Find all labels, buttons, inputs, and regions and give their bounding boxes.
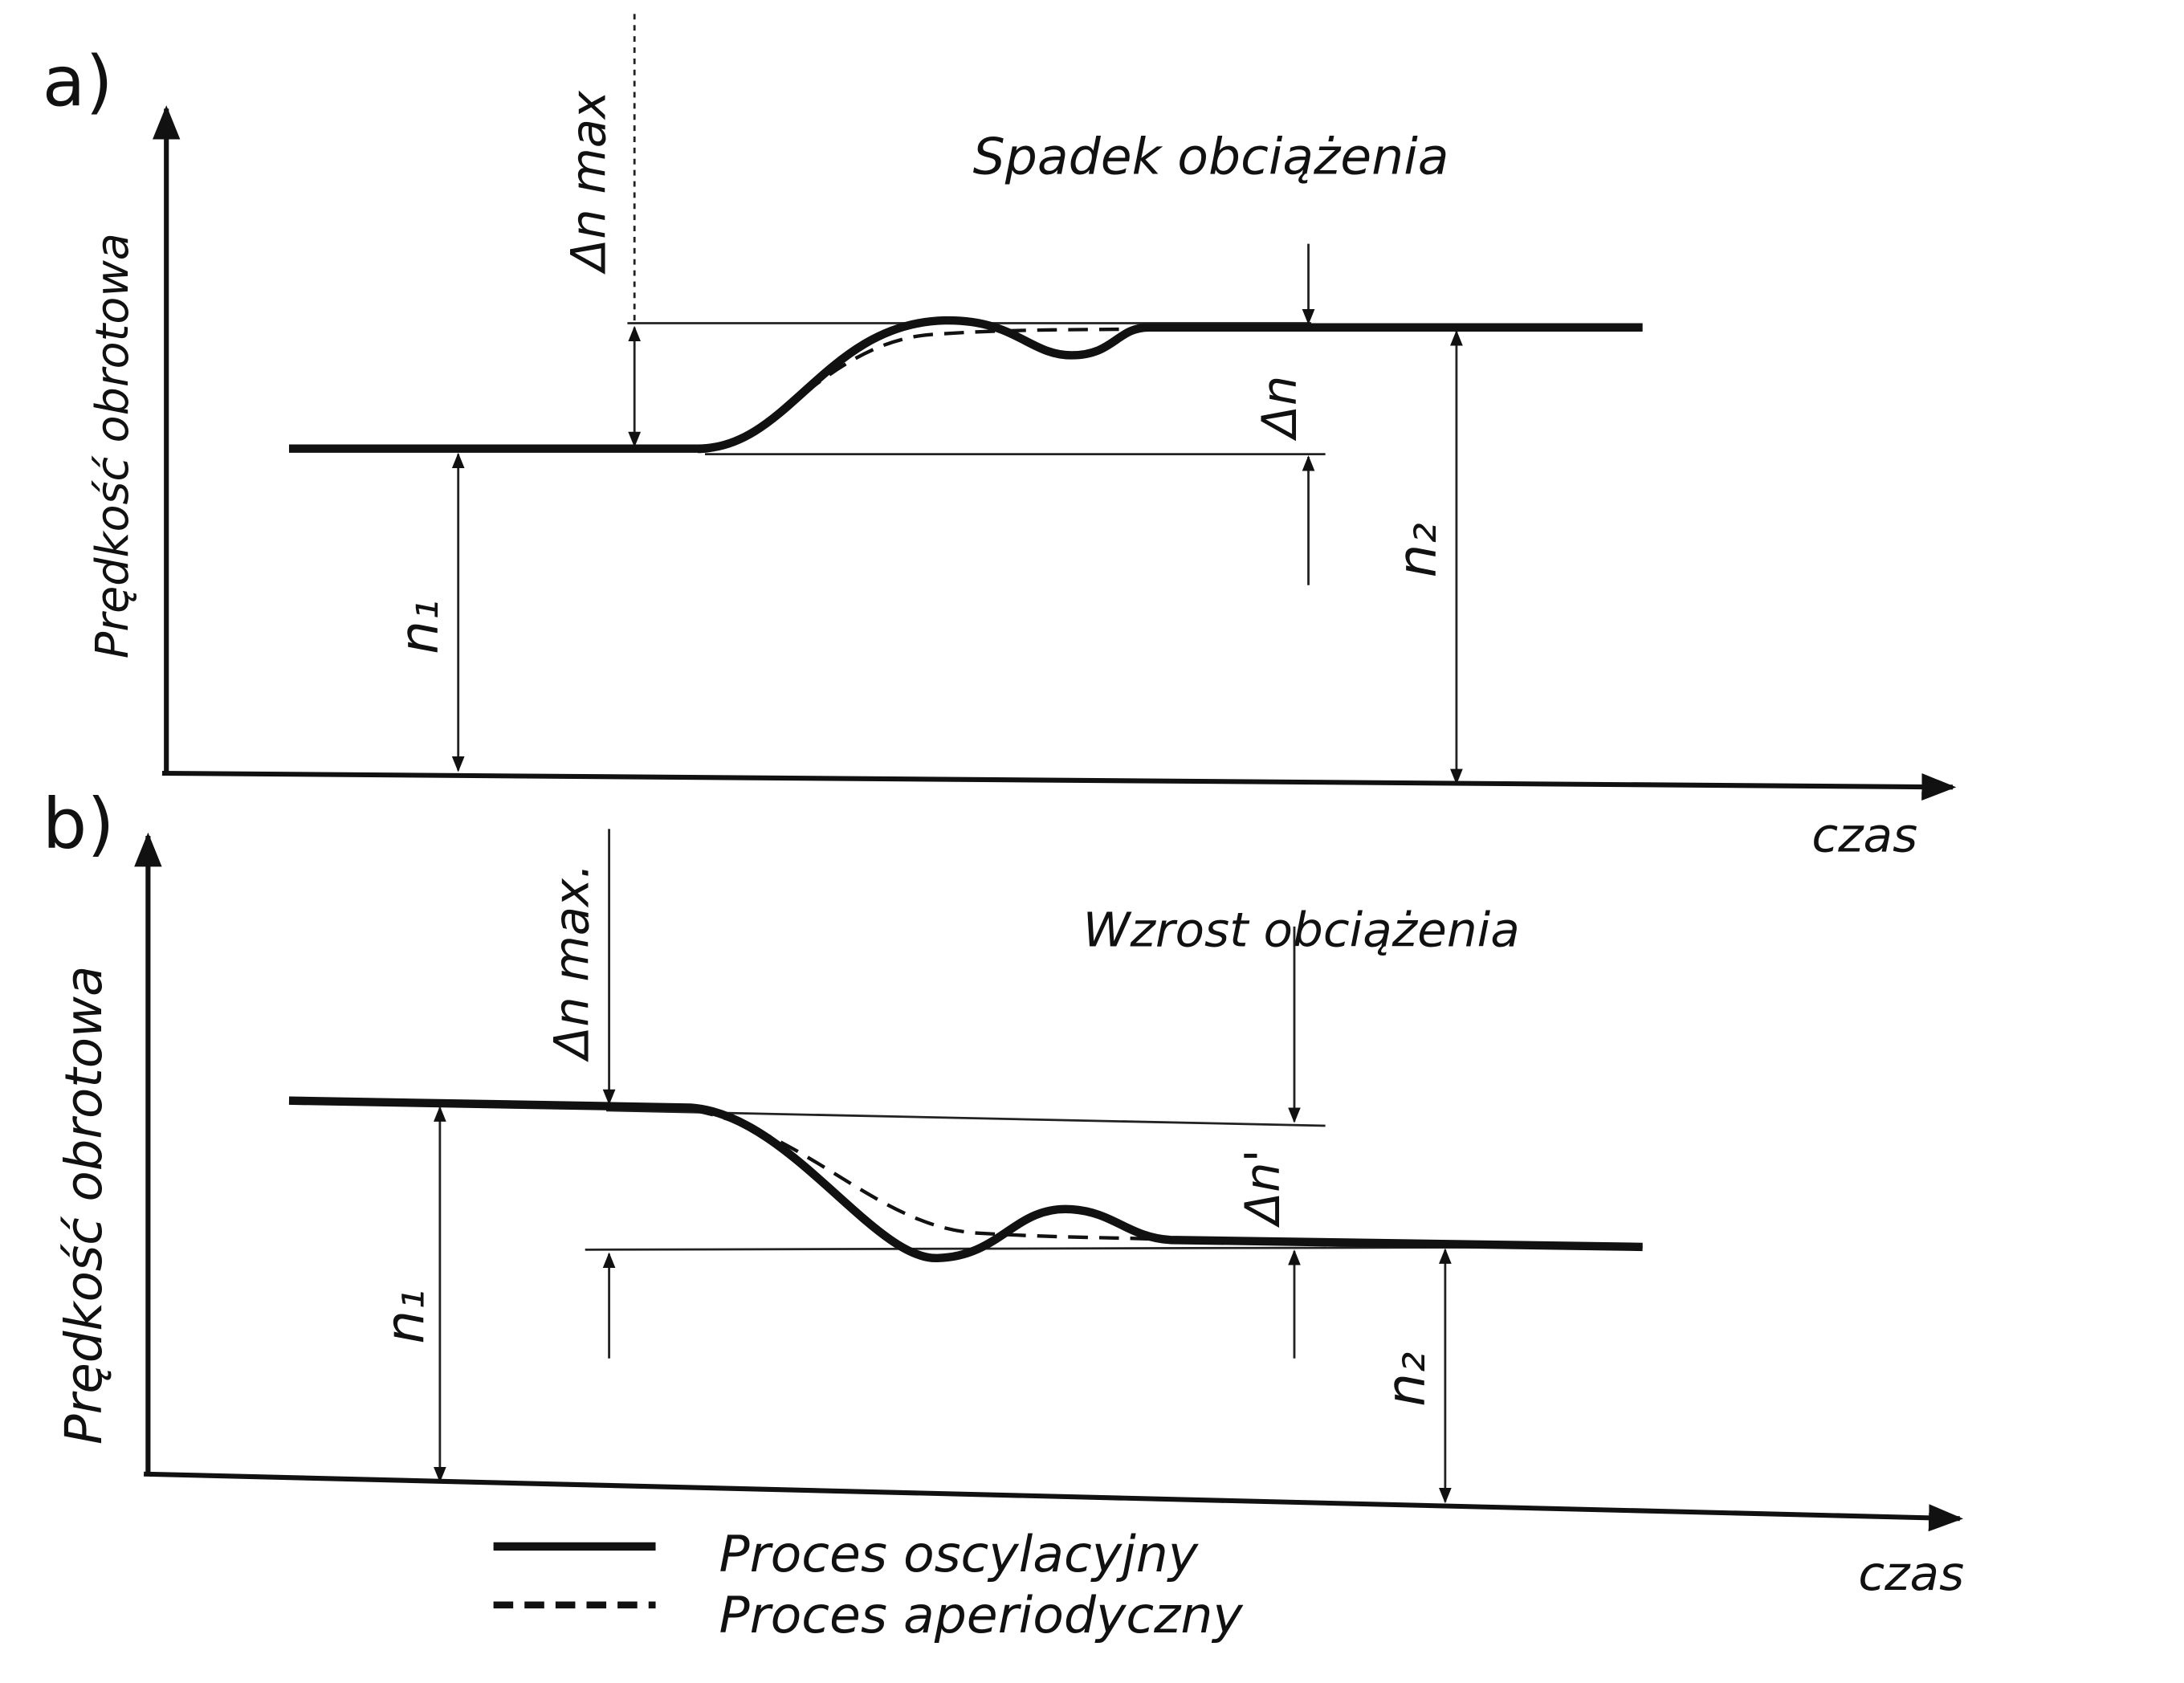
legend: Proces oscylacyjny Proces aperiodyczny <box>493 1525 1244 1645</box>
panel-label: b) <box>43 784 115 865</box>
panel-b: b) Prędkość obrotowa czas Wzrost obciąże… <box>43 784 1965 1601</box>
aperiodic-curve <box>698 327 1150 454</box>
y-axis-label: Prędkość obrotowa <box>55 966 113 1445</box>
y-axis-label: Prędkość obrotowa <box>87 233 139 658</box>
panel-label: a) <box>43 41 113 122</box>
n1-label: n₁ <box>373 1290 436 1344</box>
x-axis <box>161 770 1957 801</box>
delta-max-label: Δn max <box>560 90 616 275</box>
n2-label: n₂ <box>1375 1352 1437 1407</box>
delta-label: Δn' <box>1235 1149 1290 1228</box>
title: Spadek obciążenia <box>973 128 1449 186</box>
oscillating-curve <box>288 316 1643 453</box>
x-axis-label: czas <box>1811 808 1917 863</box>
x-axis-label: czas <box>1858 1546 1964 1601</box>
title: Wzrost obciążenia <box>1083 903 1520 958</box>
x-axis <box>144 1471 1964 1532</box>
delta-label: Δn <box>1252 376 1307 442</box>
aperiodic-curve <box>693 1108 1171 1242</box>
delta-max-label: Δn max. <box>544 863 599 1062</box>
panel-a: a) Prędkość obrotowa czas Spadek obciąże… <box>43 14 1957 863</box>
legend-label: Proces oscylacyjny <box>719 1525 1199 1583</box>
n2-label: n₂ <box>1386 523 1449 577</box>
legend-label: Proces aperiodyczny <box>719 1587 1244 1645</box>
oscillating-curve <box>288 1096 1643 1263</box>
n1-label: n₁ <box>388 600 450 654</box>
